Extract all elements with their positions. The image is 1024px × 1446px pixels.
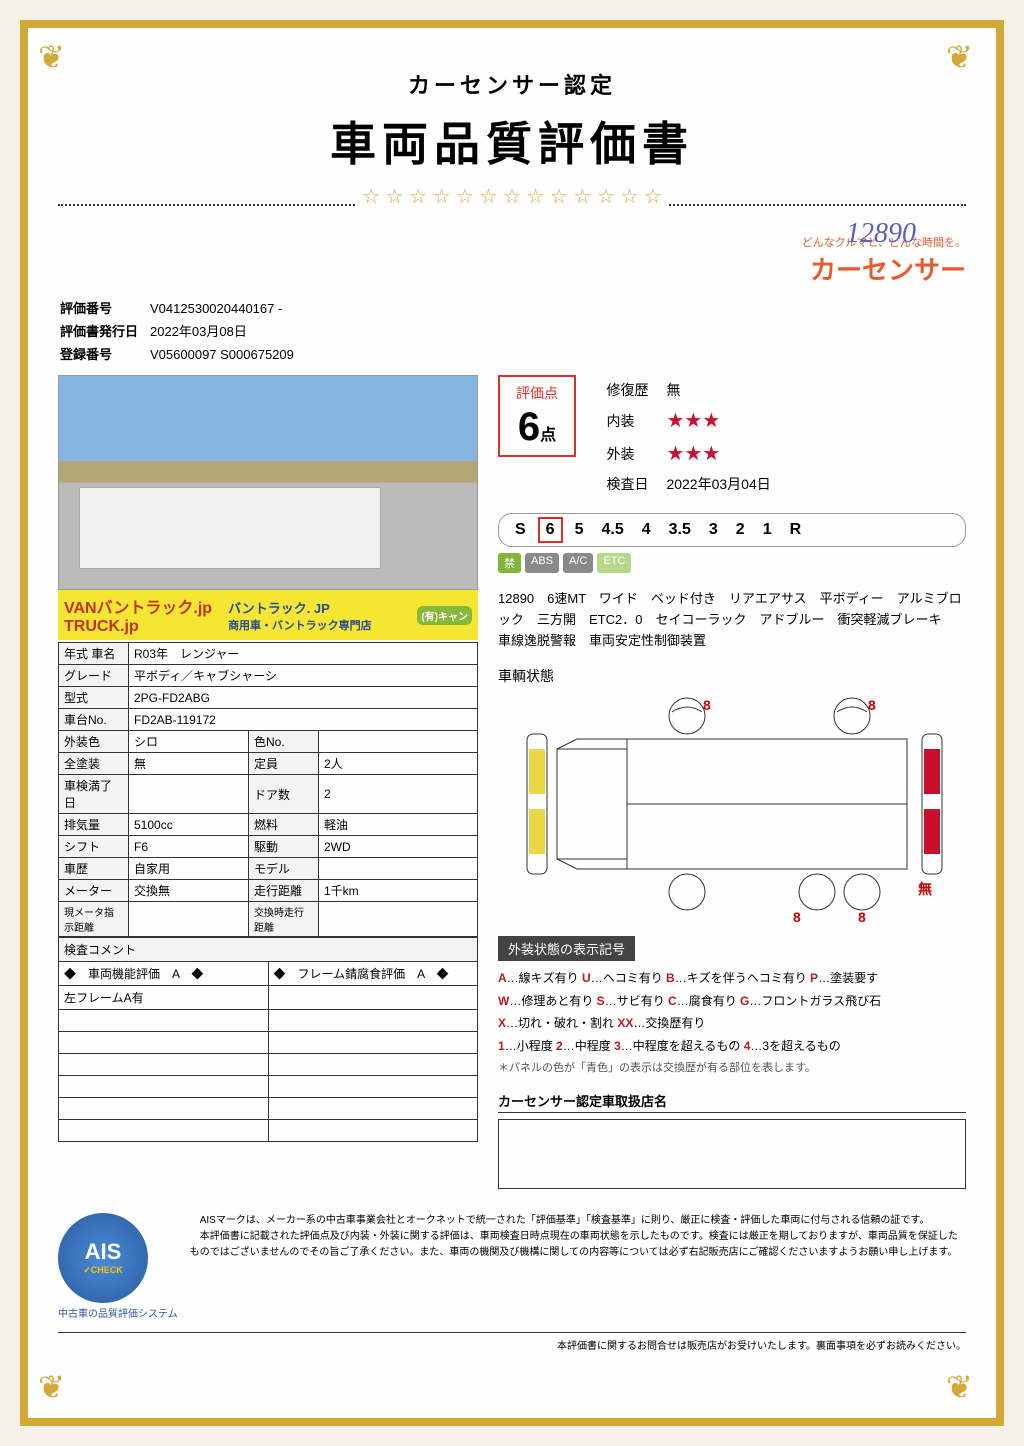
brand-tagline: どんなクルマと、どんな時間を。: [58, 234, 966, 250]
subtitle: カーセンサー認定: [58, 68, 966, 100]
score-box: 評価点 6点: [498, 375, 576, 457]
meta-table: 評価番号V0412530020440167 - 評価書発行日2022年03月08…: [58, 297, 296, 367]
ais-mark: AIS ✓CHECK: [58, 1213, 148, 1303]
dealer-box: カーセンサー認定車取扱店名: [498, 1091, 966, 1189]
certificate-page: ❦ ❦ ❦ ❦ カーセンサー認定 車両品質評価書 12890 ☆ ☆ ☆ ☆ ☆…: [20, 20, 1004, 1426]
ornament-br: ❦: [946, 1368, 986, 1408]
grade-scale: S654.543.5321R: [498, 513, 966, 547]
feature-badges: 禁ABSA/CETC: [498, 553, 966, 573]
right-column: 評価点 6点 修復歴無 内装★★★ 外装★★★ 検査日2022年03月04日 S…: [498, 375, 966, 1188]
vehicle-description: 12890 6速MT ワイド ベッド付き リアエアサス 平ボディー アルミブロッ…: [498, 589, 966, 651]
ornament-tl: ❦: [38, 38, 78, 78]
title: 車両品質評価書: [58, 108, 966, 174]
legend-title: 外装状態の表示記号: [498, 936, 635, 961]
score-details: 修復歴無 内装★★★ 外装★★★ 検査日2022年03月04日: [596, 375, 780, 499]
ornament-tr: ❦: [946, 38, 986, 78]
dealer-banner: VANバントラック.jpTRUCK.jp バントラック. JP商用車・バントラッ…: [58, 590, 478, 640]
spec-table: 年式 車名R03年 レンジャーグレード平ボディ／キャブシャーシ型式2PG-FD2…: [58, 642, 478, 937]
ais-section: AIS ✓CHECK 中古車の品質評価システム AISマークは、メーカー系の中古…: [58, 1213, 966, 1320]
comment-table: 検査コメント ◆ 車両機能評価 A ◆◆ フレーム錆腐食評価 A ◆ 左フレーム…: [58, 937, 478, 1142]
footnote: 本評価書に関するお問合せは販売店がお受けいたします。裏面事項を必ずお読みください…: [58, 1332, 966, 1352]
left-column: VANバントラック.jpTRUCK.jp バントラック. JP商用車・バントラッ…: [58, 375, 478, 1188]
legend-body: A…線キズ有り U…ヘコミ有り B…キズを伴うヘコミ有り P…塗装要すW…修理あ…: [498, 967, 966, 1079]
brand-logo: カーセンサー: [58, 250, 966, 287]
ais-text: AISマークは、メーカー系の中古車事業会社とオークネットで統一された「評価基準」…: [190, 1213, 966, 1261]
ornament-bl: ❦: [38, 1368, 78, 1408]
vehicle-photo: [58, 375, 478, 590]
diagram-title: 車輌状態: [498, 666, 966, 686]
divider-stars: ☆ ☆ ☆ ☆ ☆ ☆ ☆ ☆ ☆ ☆ ☆ ☆ ☆: [58, 204, 966, 224]
vehicle-diagram: 8888無: [498, 694, 966, 924]
